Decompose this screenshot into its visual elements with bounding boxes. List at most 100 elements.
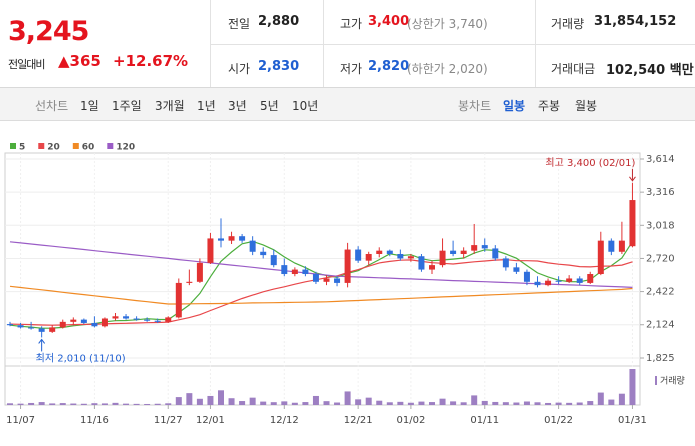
- y-tick-label: 3,316: [646, 187, 675, 198]
- volume-bar: [566, 402, 573, 405]
- period-button[interactable]: 일봉: [503, 99, 526, 113]
- volume-bar: [608, 399, 615, 405]
- volume-bar: [492, 401, 499, 405]
- y-tick-label: 3,614: [646, 154, 675, 165]
- period-button[interactable]: 월봉: [575, 99, 598, 113]
- annotation: 최고 3,400 (02/01): [545, 157, 635, 169]
- separator: [210, 44, 695, 45]
- candle-body: [175, 282, 182, 318]
- volume-bar: [534, 402, 541, 405]
- volume-bar: [597, 392, 604, 405]
- volume-bar: [471, 395, 478, 405]
- volume-bar: [239, 401, 246, 405]
- volume-bar: [545, 402, 552, 405]
- volume-bar: [376, 400, 383, 405]
- candle-body: [49, 327, 56, 332]
- period-button[interactable]: 1년: [197, 99, 216, 113]
- change-pct: +12.67%: [113, 52, 189, 70]
- info-label: 저가: [340, 62, 363, 76]
- annotation-arrowhead: [38, 338, 46, 344]
- volume-bar: [249, 397, 256, 405]
- candle-body: [555, 280, 562, 282]
- candle-body: [270, 255, 277, 266]
- volume-bar: [460, 402, 467, 405]
- moving-average: [9, 241, 633, 288]
- candle-body: [80, 319, 87, 323]
- volume-bar: [154, 403, 161, 405]
- period-button[interactable]: 1일: [80, 99, 99, 113]
- legend-swatch: [107, 143, 114, 149]
- x-tick-label: 01/02: [396, 415, 425, 426]
- period-button[interactable]: 5년: [260, 99, 279, 113]
- candle-body: [344, 249, 351, 283]
- volume-bar: [17, 403, 24, 405]
- volume-bar: [28, 402, 35, 405]
- candle-body: [386, 250, 393, 254]
- info-note: (하한가 2,020): [407, 62, 488, 76]
- legend-swatch: [10, 143, 16, 149]
- candle-body: [460, 250, 467, 254]
- volume-bar: [123, 403, 130, 405]
- x-tick-label: 01/22: [544, 415, 573, 426]
- candle-body: [429, 265, 435, 270]
- volume-bar: [70, 403, 77, 405]
- volume-bar: [407, 402, 414, 405]
- candle-body: [144, 319, 151, 321]
- candle-body: [365, 253, 372, 261]
- period-button[interactable]: 1주일: [112, 99, 142, 113]
- y-tick-label: 3,018: [646, 220, 675, 231]
- info-value: 2,880: [258, 14, 300, 29]
- candle-body: [7, 324, 13, 326]
- moving-average: [9, 258, 633, 326]
- change: ▲365: [58, 52, 101, 70]
- separator: [323, 0, 324, 87]
- candle-body: [418, 256, 425, 270]
- candle-body: [123, 316, 130, 319]
- x-tick-label: 11/07: [6, 415, 35, 426]
- period-button[interactable]: 3년: [228, 99, 247, 113]
- volume-legend: 거래량: [660, 375, 685, 387]
- candle-body: [502, 258, 509, 268]
- candle-body: [545, 280, 552, 286]
- candle-body: [587, 274, 594, 283]
- info-label: 전일: [228, 17, 251, 31]
- candle-body: [566, 278, 573, 282]
- candle-body: [334, 278, 341, 283]
- y-tick-label: 2,720: [646, 253, 675, 264]
- candle-body: [91, 322, 98, 327]
- candle-body: [291, 269, 298, 275]
- volume-bar: [91, 403, 98, 405]
- candle-body: [249, 240, 256, 252]
- candle-body: [154, 320, 161, 322]
- volume-bar: [112, 402, 119, 405]
- volume-bar: [513, 402, 520, 405]
- period-button[interactable]: 3개월: [155, 99, 185, 113]
- candle-body: [439, 250, 446, 266]
- volume-bar: [186, 393, 193, 405]
- period-button[interactable]: 10년: [292, 99, 319, 113]
- candle-body: [17, 325, 24, 328]
- x-tick-label: 01/11: [470, 415, 499, 426]
- volume-bar: [196, 398, 203, 405]
- volume-bar: [323, 401, 330, 405]
- x-tick-label: 11/27: [154, 415, 183, 426]
- candle-body: [450, 250, 457, 254]
- period-button[interactable]: 주봉: [538, 99, 561, 113]
- info-value: 3,400: [368, 14, 410, 29]
- candle-body: [523, 271, 530, 282]
- candle-body: [608, 240, 615, 252]
- candle-body: [618, 240, 625, 252]
- volume-bar: [302, 402, 309, 405]
- x-tick-label: 12/01: [196, 415, 225, 426]
- candle-body: [471, 245, 478, 251]
- change-label: 전일대비: [8, 58, 45, 71]
- volume-bar: [175, 397, 182, 405]
- candle-body: [513, 267, 520, 272]
- volume-bar: [101, 403, 108, 405]
- volume-bar: [49, 403, 56, 405]
- candle-body: [302, 269, 309, 275]
- candle-body: [165, 317, 172, 322]
- info-value: 102,540 백만: [606, 63, 694, 78]
